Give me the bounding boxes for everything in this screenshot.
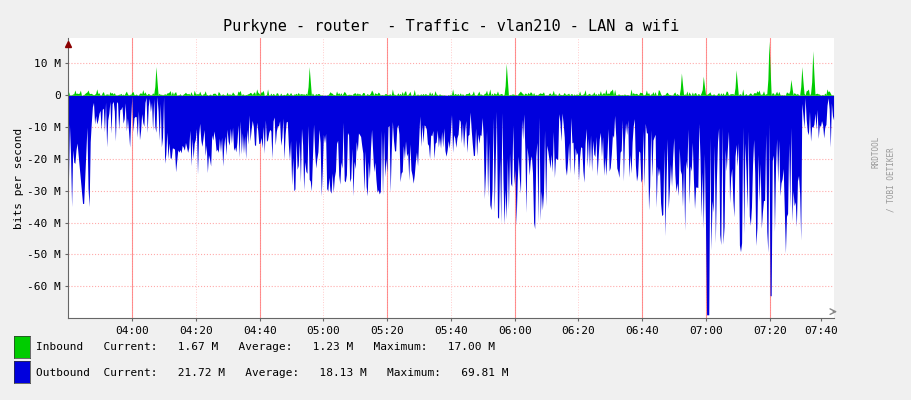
Text: Inbound   Current:   1.67 M   Average:   1.23 M   Maximum:   17.00 M: Inbound Current: 1.67 M Average: 1.23 M … xyxy=(36,342,496,352)
Title: Purkyne - router  - Traffic - vlan210 - LAN a wifi: Purkyne - router - Traffic - vlan210 - L… xyxy=(223,19,679,34)
Y-axis label: bits per second: bits per second xyxy=(15,127,25,229)
Text: RRDTOOL: RRDTOOL xyxy=(872,136,881,168)
Text: / TOBI OETIKER: / TOBI OETIKER xyxy=(886,148,896,212)
Text: Outbound  Current:   21.72 M   Average:   18.13 M   Maximum:   69.81 M: Outbound Current: 21.72 M Average: 18.13… xyxy=(36,368,509,378)
